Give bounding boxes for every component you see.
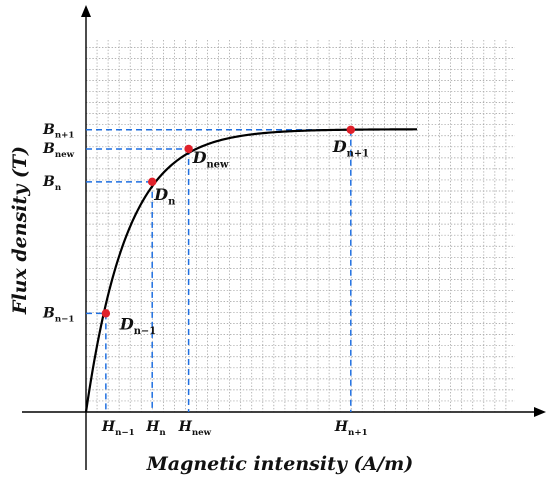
axes — [22, 5, 546, 470]
data-point — [101, 309, 111, 318]
point-label: Dn+1 — [332, 137, 369, 159]
bh-curve — [84, 128, 417, 413]
point-label: Dnew — [192, 148, 229, 170]
grid — [85, 40, 515, 413]
y-tick-label: Bn+1 — [42, 122, 74, 141]
y-axis-arrow — [81, 5, 91, 17]
data-points — [101, 125, 355, 318]
x-tick-label: Hnew — [178, 419, 212, 438]
y-axis-title: Flux density (T) — [9, 146, 31, 315]
guide-lines — [86, 129, 352, 412]
data-point — [148, 177, 157, 187]
y-tick-label: Bnew — [42, 141, 75, 160]
point-label: Dn−1 — [119, 314, 156, 336]
x-axis-arrow — [534, 407, 546, 417]
y-tick-label: Bn — [42, 174, 62, 193]
data-point — [184, 144, 193, 154]
x-tick-label: Hn+1 — [334, 419, 368, 438]
point-labels: Dn−1 Bn−1 Hn−1 Dn Bn Hn Dnew Bnew Hnew Dn+1 Bn+1 Hn… — [42, 122, 369, 438]
x-axis-title: Magnetic intensity (A/m) — [146, 453, 414, 475]
x-tick-label: Hn — [145, 419, 166, 438]
point-label: Dn — [153, 185, 175, 207]
x-tick-label: Hn−1 — [101, 419, 135, 438]
y-tick-label: Bn−1 — [42, 305, 74, 324]
data-point — [346, 125, 355, 134]
